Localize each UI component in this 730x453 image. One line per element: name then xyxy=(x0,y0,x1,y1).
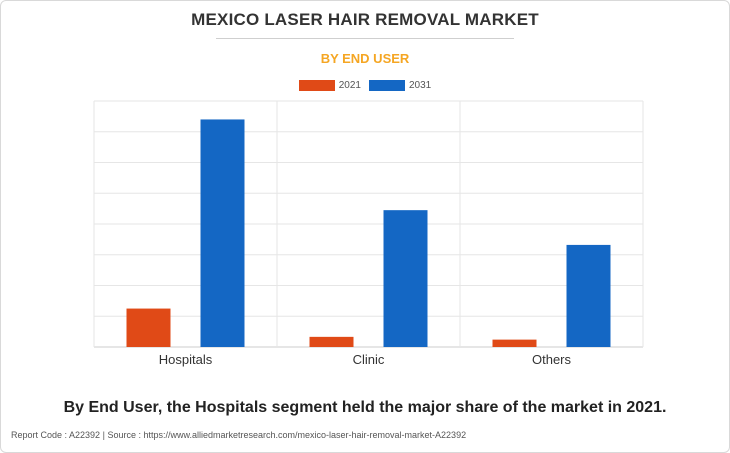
source-text: Source : https://www.alliedmarketresearc… xyxy=(107,430,467,440)
bar-2021-hospitals xyxy=(126,308,171,347)
legend: 2021 2031 xyxy=(0,80,730,91)
x-tick-label-clinic: Clinic xyxy=(353,352,385,367)
bar-2031-others xyxy=(566,244,611,347)
footer-separator: | xyxy=(102,430,105,440)
x-tick-label-others: Others xyxy=(532,352,572,367)
report-code: Report Code : A22392 xyxy=(11,430,101,440)
bar-2021-clinic xyxy=(309,336,354,347)
chart-title: MEXICO LASER HAIR REMOVAL MARKET xyxy=(191,10,539,29)
legend-swatch-2031 xyxy=(369,80,405,91)
chart-caption: By End User, the Hospitals segment held … xyxy=(63,399,667,416)
bar-2031-hospitals xyxy=(200,119,245,347)
title-divider xyxy=(216,38,514,39)
legend-label-2021: 2021 xyxy=(338,80,361,91)
footer: Report Code : A22392 | Source : https://… xyxy=(11,430,466,440)
legend-item-2021[interactable]: 2021 xyxy=(298,80,361,91)
bar-2031-clinic xyxy=(383,210,428,347)
legend-item-2031[interactable]: 2031 xyxy=(369,80,431,91)
x-tick-label-hospitals: Hospitals xyxy=(159,352,213,367)
legend-label-2031: 2031 xyxy=(409,80,432,91)
bar-2021-others xyxy=(492,339,537,347)
legend-swatch-2021 xyxy=(298,80,335,91)
chart-subtitle: BY END USER xyxy=(320,51,410,66)
